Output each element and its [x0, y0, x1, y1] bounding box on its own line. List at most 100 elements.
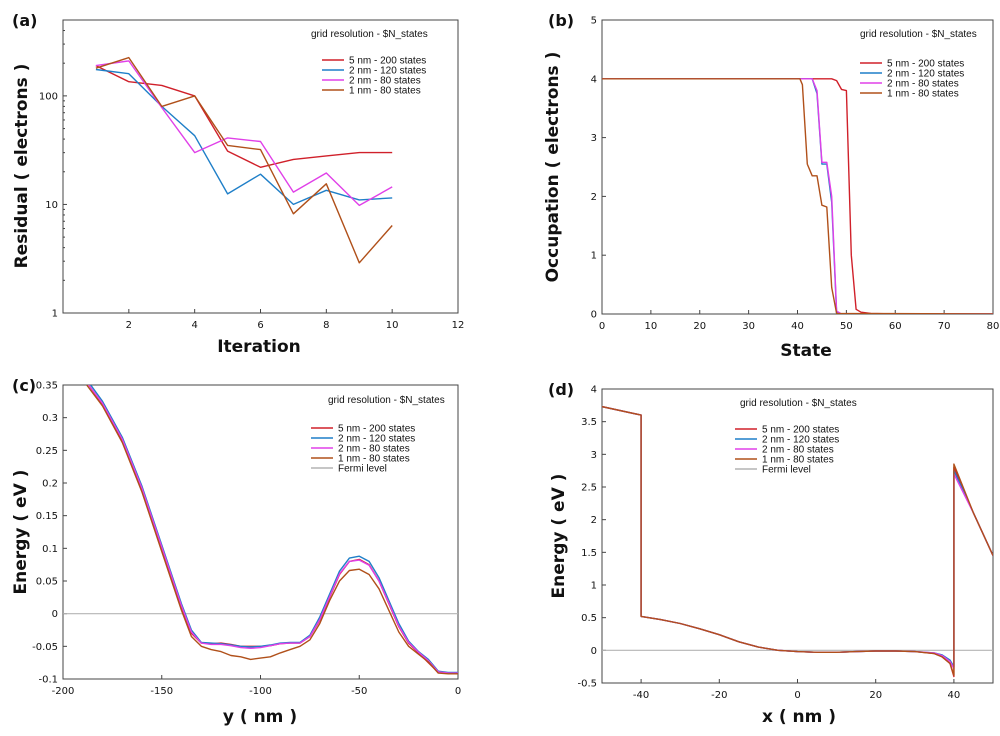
x-tick-label: 8: [323, 320, 329, 331]
y-tick-label: 0.35: [36, 381, 58, 392]
y-tick-label: 4: [591, 385, 597, 396]
x-tick-label: 10: [386, 320, 399, 331]
x-tick-label: 10: [645, 321, 658, 332]
legend: grid resolution - $N_states 5 nm - 200 st…: [311, 395, 445, 475]
legend-entry: 5 nm - 200 states: [338, 424, 415, 435]
x-tick-label: 0: [599, 321, 605, 332]
y-tick-label: 2: [591, 515, 597, 526]
series-line-5-nm-200-states: [602, 78, 993, 314]
y-tick-label: 3.5: [581, 417, 597, 428]
legend-entry: Fermi level: [338, 464, 387, 475]
x-tick-label: 12: [452, 320, 465, 331]
y-tick-label: 1.5: [581, 548, 597, 559]
y-tick-label: 0.05: [36, 577, 58, 588]
x-tick-label: -50: [351, 686, 367, 697]
legend-entry: 2 nm - 120 states: [349, 66, 426, 77]
panel-letter: (b): [548, 11, 574, 30]
x-tick-label: 0: [794, 690, 800, 701]
x-tick-label: -20: [711, 690, 727, 701]
legend-entry: Fermi level: [762, 465, 811, 476]
series-line-1-nm-80-states: [86, 385, 458, 675]
legend-title: grid resolution - $N_states: [740, 398, 857, 409]
series-line-1-nm-80-states: [602, 405, 993, 676]
x-tick-label: -200: [52, 686, 75, 697]
y-tick-label: 0: [52, 609, 58, 620]
series-line-2-nm-80-states: [88, 385, 458, 674]
y-axis-label: Residual ( electrons ): [12, 64, 32, 269]
legend-title: grid resolution - $N_states: [860, 29, 977, 40]
y-tick-label: 1: [591, 581, 597, 592]
chart-panel-2: (b) 0 10 20 30 40 50 60 70 80 0 1 2 3 4 5 State Occupatio…: [543, 11, 999, 361]
y-axis-label: Energy ( eV ): [11, 470, 31, 595]
y-tick-label: 0.1: [42, 544, 58, 555]
legend-entry: 1 nm - 80 states: [338, 454, 410, 465]
legend-title: grid resolution - $N_states: [328, 395, 445, 406]
x-axis-label: State: [780, 341, 832, 361]
chart-panel-1: (a) 2 4 6 8 10 12 1 10 100 Iteration Residual ( ele…: [12, 11, 464, 357]
x-axis-label: y ( nm ): [223, 707, 297, 727]
legend-entry: 2 nm - 120 states: [887, 69, 964, 80]
y-tick-label: 1: [591, 251, 597, 262]
x-tick-label: -40: [633, 690, 649, 701]
x-tick-label: 70: [938, 321, 951, 332]
x-tick-label: 20: [693, 321, 706, 332]
series-line-1-nm-80-states: [602, 78, 993, 314]
y-tick-label: 3: [591, 450, 597, 461]
legend-entry: 2 nm - 120 states: [338, 434, 415, 445]
legend-entry: 2 nm - 120 states: [762, 435, 839, 446]
y-tick-label: 100: [39, 91, 58, 102]
chart-panel-3: (c) -200 -150 -100 -50 0 -0.1 -0.05 0 0.05 0.1 0.15…: [11, 376, 461, 727]
y-tick-label: 5: [591, 16, 597, 27]
legend-entry: 5 nm - 200 states: [887, 59, 964, 70]
series-line-1-nm-80-states: [95, 56, 393, 264]
x-tick-label: 40: [948, 690, 961, 701]
x-tick-label: 50: [840, 321, 853, 332]
x-axis-label: Iteration: [217, 337, 301, 357]
y-tick-label: 1: [52, 309, 58, 320]
x-tick-label: 30: [742, 321, 755, 332]
x-tick-label: 4: [191, 320, 197, 331]
legend-entry: 2 nm - 80 states: [762, 445, 834, 456]
panel-letter: (c): [12, 376, 36, 395]
y-tick-label: 4: [591, 74, 597, 85]
x-tick-label: 40: [791, 321, 804, 332]
legend-entry: 2 nm - 80 states: [349, 76, 421, 87]
y-tick-label: 0.3: [42, 413, 58, 424]
x-tick-label: -150: [150, 686, 173, 697]
legend-entry: 1 nm - 80 states: [762, 455, 834, 466]
x-axis-label: x ( nm ): [762, 707, 836, 727]
series-line-2-nm-80-states: [602, 78, 993, 314]
y-tick-label: 3: [591, 133, 597, 144]
y-axis-label: Occupation ( electrons ): [543, 52, 563, 283]
y-tick-label: 2: [591, 192, 597, 203]
x-tick-label: 6: [257, 320, 263, 331]
x-tick-label: -100: [249, 686, 272, 697]
legend-entry: 5 nm - 200 states: [762, 425, 839, 436]
y-tick-label: 0: [591, 310, 597, 321]
y-axis-label: Energy ( eV ): [549, 474, 569, 599]
x-tick-label: 60: [889, 321, 902, 332]
panel-letter: (a): [12, 11, 37, 30]
x-tick-label: 0: [455, 686, 461, 697]
legend: grid resolution - $N_states 5 nm - 200 st…: [860, 29, 977, 100]
x-tick-label: 20: [869, 690, 882, 701]
panel-letter: (d): [548, 380, 574, 399]
legend-entry: 1 nm - 80 states: [349, 86, 421, 97]
series-line-2-nm-120-states: [95, 68, 393, 206]
chart-panel-4: (d) -40 -20 0 20 40 -0.5 0 0.5 1 1.5 2 2.5 3 3.5 4 x ( n…: [548, 380, 994, 727]
series-line-5-nm-200-states: [95, 64, 393, 169]
legend-entry: 1 nm - 80 states: [887, 89, 959, 100]
legend: grid resolution - $N_states 5 nm - 200 st…: [311, 29, 428, 97]
legend: grid resolution - $N_states 5 nm - 200 st…: [735, 398, 857, 476]
y-tick-label: 0: [591, 646, 597, 657]
y-tick-label: 10: [45, 200, 58, 211]
y-tick-label: 0.15: [36, 511, 58, 522]
legend-entry: 5 nm - 200 states: [349, 56, 426, 67]
x-tick-label: 2: [126, 320, 132, 331]
legend-title: grid resolution - $N_states: [311, 29, 428, 40]
y-tick-label: 2.5: [581, 483, 597, 494]
series-line-2-nm-80-states: [95, 60, 393, 207]
y-tick-label: 0.5: [581, 613, 597, 624]
legend-entry: 2 nm - 80 states: [338, 444, 410, 455]
